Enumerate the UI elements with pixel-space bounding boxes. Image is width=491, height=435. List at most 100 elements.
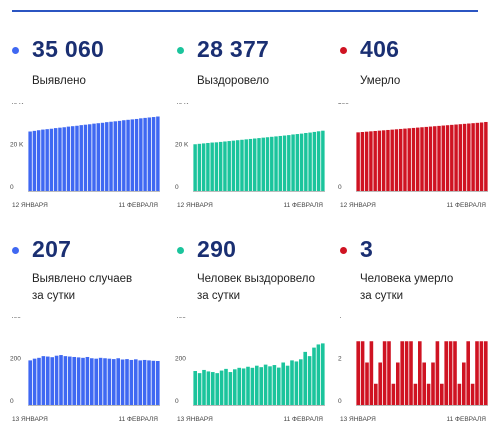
y-tick-label: 0 xyxy=(10,398,14,405)
bar xyxy=(92,123,96,191)
bar xyxy=(418,341,422,405)
bar xyxy=(244,139,248,191)
bar xyxy=(210,142,214,191)
bar xyxy=(197,143,202,191)
bar xyxy=(49,128,54,191)
card-recovered-total: 28 377 Выздоровело 40 K 20 K 0 12 ЯНВАРЯ 11 … xyxy=(175,35,338,235)
stat-value: 3 xyxy=(360,236,374,262)
bar xyxy=(32,358,37,405)
bar xyxy=(316,131,321,191)
bar xyxy=(59,355,63,405)
bar xyxy=(422,362,426,405)
bar xyxy=(32,130,37,191)
card-died-daily: 3 Человека умерло за сутки 4 2 0 13 ЯНВАРЯ 1… xyxy=(338,235,491,435)
bar xyxy=(139,118,143,191)
bar xyxy=(122,120,126,191)
x-end-label: 11 ФЕВРАЛЯ xyxy=(118,416,158,423)
stat-label: Выявлено случаев за сутки xyxy=(32,273,133,302)
bar xyxy=(98,357,103,405)
y-tick-label: 500 xyxy=(338,103,349,106)
bar xyxy=(394,129,399,191)
bar xyxy=(197,373,202,406)
bar xyxy=(261,137,265,191)
bar xyxy=(365,362,369,405)
series-dot-icon xyxy=(12,47,19,54)
bar xyxy=(471,123,475,191)
bar xyxy=(462,123,467,191)
bar xyxy=(445,125,450,191)
bar xyxy=(382,341,387,405)
bar xyxy=(134,118,139,191)
x-start-label: 12 ЯНВАРЯ xyxy=(340,202,376,209)
bar xyxy=(214,142,219,191)
x-end-label: 11 ФЕВРАЛЯ xyxy=(118,202,158,209)
bar xyxy=(246,366,250,405)
bar xyxy=(138,360,142,406)
bar xyxy=(147,117,152,191)
y-tick-label: 4 xyxy=(338,317,342,320)
bar-chart: 4 2 0 13 ЯНВАРЯ 11 ФЕВРАЛЯ xyxy=(338,313,488,430)
bar xyxy=(470,383,475,405)
y-tick-label: 400 xyxy=(10,317,21,320)
bar xyxy=(46,356,50,405)
stat-value: 207 xyxy=(32,236,72,262)
bar xyxy=(85,356,90,405)
bar xyxy=(290,360,294,406)
y-tick-label: 0 xyxy=(338,184,342,191)
bar xyxy=(312,347,316,405)
bar xyxy=(440,383,444,405)
stat-value: 406 xyxy=(360,36,400,62)
bar xyxy=(147,360,151,406)
bar xyxy=(312,131,317,191)
bar xyxy=(134,359,138,405)
bar xyxy=(407,128,411,191)
x-start-label: 13 ЯНВАРЯ xyxy=(12,416,48,423)
bar xyxy=(117,120,122,192)
bar xyxy=(156,361,160,405)
bar xyxy=(484,121,488,191)
bar xyxy=(241,368,246,405)
bar xyxy=(398,128,403,191)
bar xyxy=(479,122,484,191)
bar xyxy=(83,124,88,191)
bar xyxy=(259,367,263,405)
bar xyxy=(475,341,479,405)
bar xyxy=(120,359,125,405)
bar xyxy=(142,359,147,405)
bar xyxy=(369,131,373,191)
bar xyxy=(270,136,274,191)
bar xyxy=(79,125,83,192)
bar xyxy=(94,358,98,405)
bar xyxy=(151,117,156,191)
bar xyxy=(41,356,46,405)
bar xyxy=(228,372,233,405)
bar xyxy=(294,361,299,405)
bar xyxy=(304,132,308,191)
x-end-label: 11 ФЕВРАЛЯ xyxy=(283,202,323,209)
bar xyxy=(235,140,240,191)
bar xyxy=(81,357,85,405)
bar xyxy=(202,369,206,405)
bar xyxy=(281,362,285,405)
y-tick-label: 400 xyxy=(175,317,186,320)
bar xyxy=(96,123,100,191)
x-end-label: 11 ФЕВРАЛЯ xyxy=(446,416,486,423)
bar xyxy=(70,126,75,191)
card-recovered-daily: 290 Человек выздоровело за сутки 400 200 0… xyxy=(175,235,338,435)
bar xyxy=(248,138,253,191)
bar xyxy=(156,116,160,191)
bar xyxy=(125,359,129,405)
y-tick-label: 200 xyxy=(10,356,21,363)
bar xyxy=(240,139,244,191)
stat-value: 28 377 xyxy=(197,36,270,62)
bar xyxy=(462,362,466,405)
bar xyxy=(387,341,391,405)
y-tick-label: 20 K xyxy=(175,142,189,149)
bar xyxy=(37,357,41,405)
bar xyxy=(223,141,227,191)
bar xyxy=(424,126,428,191)
series-dot-icon xyxy=(12,247,19,254)
bar xyxy=(215,373,219,406)
bar xyxy=(448,341,453,405)
bar xyxy=(211,372,215,405)
